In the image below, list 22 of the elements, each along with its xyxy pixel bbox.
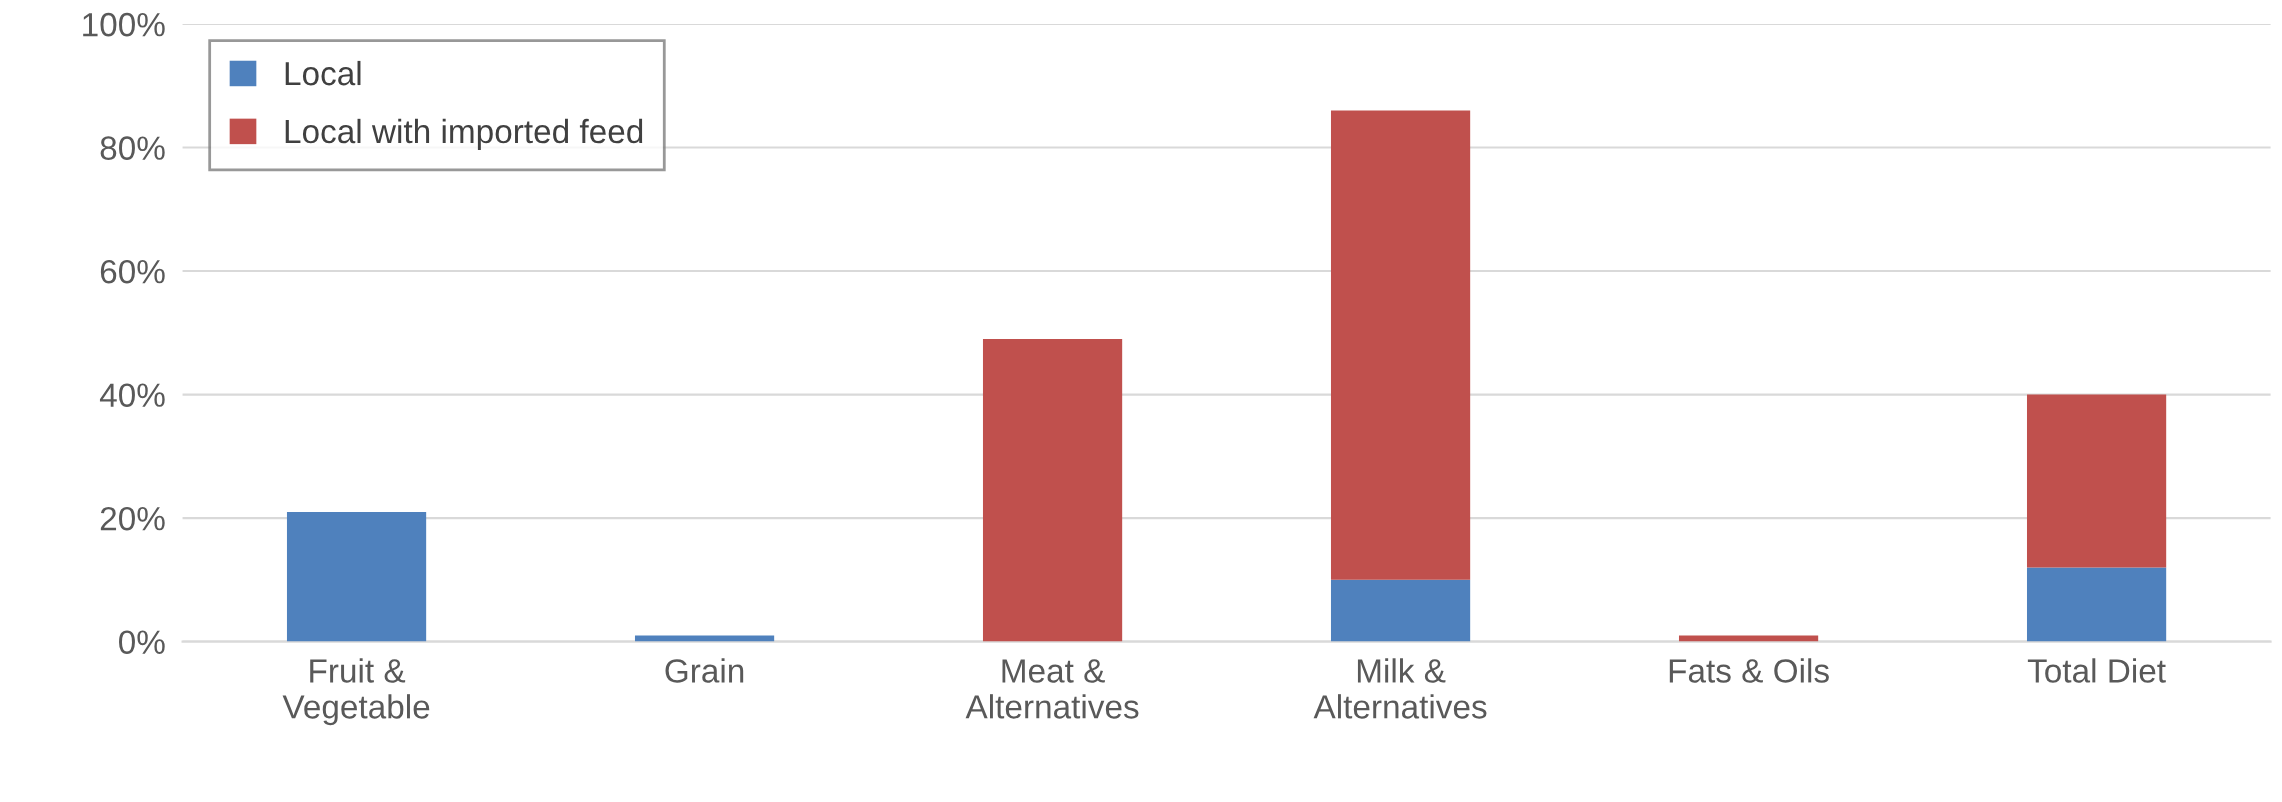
- x-tick-label: Grain: [665, 658, 744, 683]
- bar: [634, 635, 775, 642]
- y-tick-label: 20%: [100, 506, 165, 531]
- x-tick-label: Total Diet: [2027, 658, 2166, 683]
- bar: [1678, 635, 1819, 642]
- y-tick-label: 40%: [99, 383, 165, 407]
- bar: [982, 339, 1123, 642]
- bar: [1330, 579, 1471, 642]
- bar: [286, 511, 427, 642]
- legend-label: Local: [285, 60, 361, 86]
- bar: [2026, 394, 2167, 568]
- x-tick-label: Meat & Alternatives: [965, 659, 1139, 719]
- bar: [2026, 567, 2167, 642]
- x-tick-label: Milk & Alternatives: [1313, 658, 1487, 719]
- y-tick-label: 80%: [100, 136, 165, 160]
- x-tick-label: Fats & Oils: [1669, 658, 1829, 683]
- y-tick-label: 0%: [119, 630, 165, 655]
- bar: [1330, 110, 1471, 580]
- y-tick-label: 100%: [83, 12, 165, 37]
- y-tick-label: 60%: [100, 259, 165, 284]
- x-tick-label: Fruit & Vegetable: [282, 658, 430, 726]
- legend-label: Local with imported feed: [285, 118, 643, 150]
